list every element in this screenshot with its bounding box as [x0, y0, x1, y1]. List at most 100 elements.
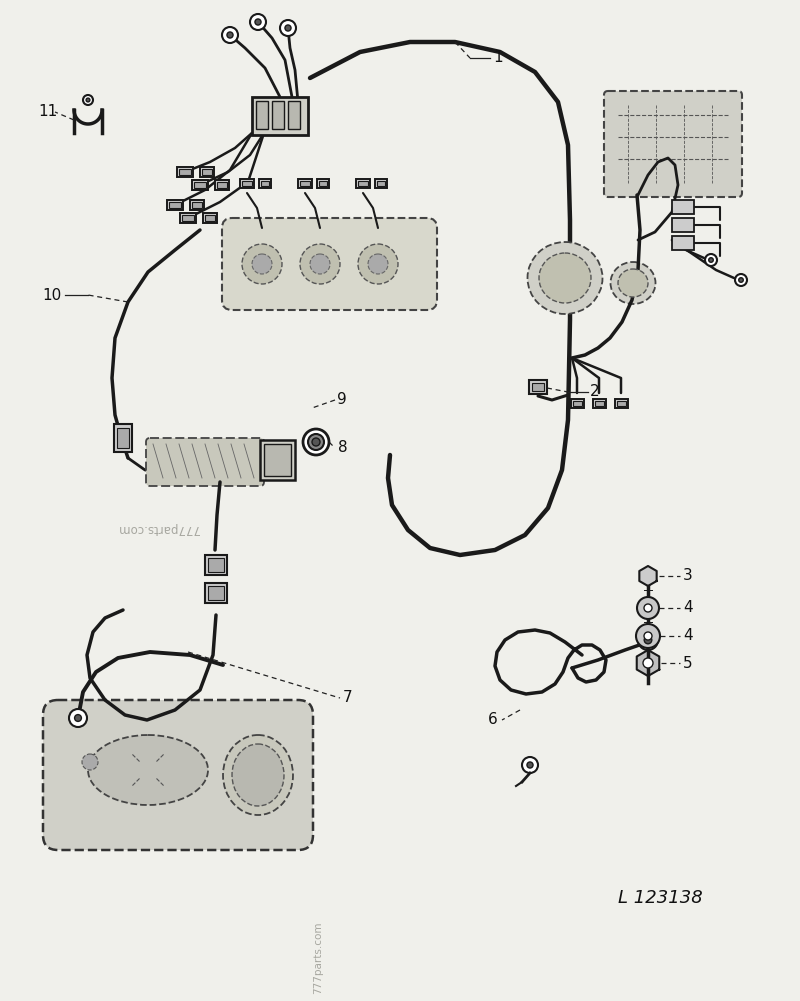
- Text: 5: 5: [683, 656, 693, 671]
- Bar: [570, 398, 583, 407]
- Circle shape: [227, 32, 233, 38]
- Text: 10: 10: [42, 287, 62, 302]
- Bar: [672, 200, 694, 214]
- Text: 3: 3: [683, 569, 693, 584]
- Circle shape: [368, 254, 388, 274]
- FancyBboxPatch shape: [222, 218, 437, 310]
- Bar: [672, 236, 694, 250]
- Text: 4: 4: [683, 629, 693, 644]
- Polygon shape: [639, 566, 657, 586]
- Bar: [192, 202, 202, 208]
- Bar: [190, 200, 204, 210]
- Bar: [356, 178, 370, 187]
- Circle shape: [82, 754, 98, 770]
- Bar: [215, 180, 229, 190]
- Text: 6: 6: [488, 713, 498, 728]
- Bar: [260, 440, 295, 480]
- Bar: [288, 101, 300, 129]
- Polygon shape: [637, 650, 659, 676]
- Bar: [182, 215, 194, 221]
- Circle shape: [735, 274, 747, 286]
- Bar: [208, 558, 224, 572]
- Bar: [272, 101, 284, 129]
- Bar: [375, 178, 387, 187]
- Text: 11: 11: [38, 104, 58, 119]
- Circle shape: [643, 658, 653, 668]
- Bar: [169, 202, 181, 208]
- Bar: [167, 200, 183, 210]
- Text: L 123138: L 123138: [618, 889, 702, 907]
- Bar: [194, 182, 206, 188]
- Circle shape: [310, 254, 330, 274]
- Text: 9: 9: [337, 392, 346, 407]
- Bar: [594, 400, 603, 405]
- Bar: [377, 180, 385, 185]
- Circle shape: [637, 597, 659, 619]
- Bar: [573, 400, 582, 405]
- Bar: [358, 180, 368, 185]
- Circle shape: [86, 98, 90, 102]
- Text: 1: 1: [493, 50, 502, 65]
- Circle shape: [255, 19, 261, 25]
- Bar: [259, 178, 271, 187]
- Bar: [593, 398, 606, 407]
- Circle shape: [527, 762, 533, 768]
- Ellipse shape: [232, 744, 284, 806]
- Circle shape: [638, 630, 658, 650]
- Bar: [617, 400, 626, 405]
- FancyBboxPatch shape: [604, 91, 742, 197]
- Circle shape: [636, 624, 660, 648]
- Bar: [529, 380, 547, 394]
- Circle shape: [522, 757, 538, 773]
- Circle shape: [300, 244, 340, 284]
- Circle shape: [285, 25, 291, 31]
- Bar: [614, 398, 627, 407]
- Ellipse shape: [539, 253, 591, 303]
- Bar: [208, 586, 224, 600]
- Bar: [177, 167, 193, 177]
- Text: 7: 7: [343, 691, 353, 706]
- Bar: [202, 169, 212, 175]
- Text: 777parts.com: 777parts.com: [313, 922, 323, 994]
- Text: 8: 8: [338, 440, 348, 455]
- Bar: [256, 101, 268, 129]
- Ellipse shape: [610, 262, 655, 304]
- Ellipse shape: [618, 269, 648, 297]
- Bar: [217, 182, 227, 188]
- Bar: [205, 583, 227, 603]
- Bar: [532, 383, 544, 391]
- Text: 2: 2: [590, 384, 600, 399]
- Bar: [317, 178, 329, 187]
- Bar: [252, 97, 308, 135]
- Circle shape: [242, 244, 282, 284]
- FancyBboxPatch shape: [146, 438, 264, 486]
- Bar: [300, 180, 310, 185]
- Bar: [240, 178, 254, 187]
- Text: 4: 4: [683, 601, 693, 616]
- Circle shape: [74, 715, 82, 722]
- Bar: [264, 444, 291, 476]
- Circle shape: [222, 27, 238, 43]
- Bar: [180, 213, 196, 223]
- Bar: [672, 218, 694, 232]
- Bar: [261, 180, 269, 185]
- Bar: [200, 167, 214, 177]
- Circle shape: [358, 244, 398, 284]
- Bar: [205, 215, 215, 221]
- Bar: [205, 555, 227, 575]
- Bar: [114, 424, 132, 452]
- Bar: [179, 169, 191, 175]
- Ellipse shape: [223, 735, 293, 815]
- Ellipse shape: [527, 242, 602, 314]
- Circle shape: [644, 604, 652, 612]
- Bar: [242, 180, 252, 185]
- Circle shape: [312, 438, 320, 446]
- Circle shape: [705, 254, 717, 266]
- Bar: [192, 180, 208, 190]
- Circle shape: [738, 277, 743, 282]
- Circle shape: [250, 14, 266, 30]
- Text: 777parts.com: 777parts.com: [117, 522, 199, 535]
- Bar: [319, 180, 327, 185]
- Bar: [203, 213, 217, 223]
- Bar: [298, 178, 312, 187]
